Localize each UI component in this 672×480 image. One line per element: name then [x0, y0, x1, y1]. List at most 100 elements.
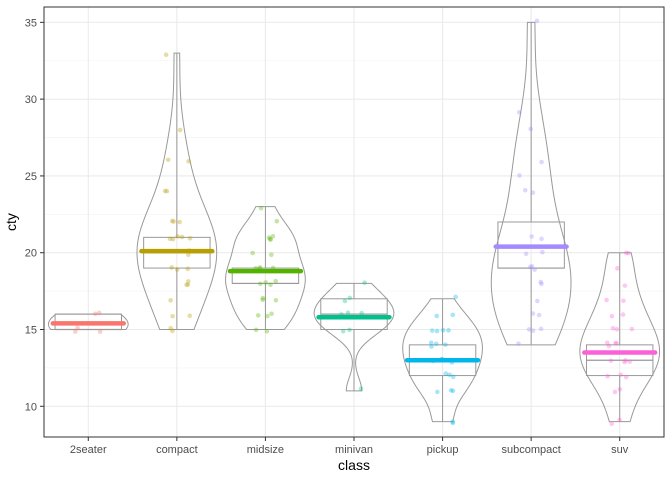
point-suv [604, 297, 609, 303]
point-midsize [266, 235, 272, 240]
point-minivan [345, 310, 351, 316]
point-midsize [263, 280, 269, 285]
x-tick-label-pickup: pickup [427, 444, 459, 456]
point-suv [614, 327, 620, 332]
point-pickup [446, 328, 451, 333]
point-midsize [273, 297, 279, 303]
point-suv [626, 250, 631, 256]
y-tick-label: 15 [25, 325, 37, 337]
x-axis-title: class [338, 457, 370, 473]
point-compact [168, 298, 173, 303]
point-subcompact [517, 173, 522, 178]
point-midsize [253, 327, 259, 333]
point-suv [609, 313, 615, 319]
point-subcompact [530, 311, 536, 316]
point-pickup [443, 342, 448, 347]
point-subcompact [528, 264, 533, 270]
point-compact [184, 282, 189, 288]
point-suv [627, 359, 633, 364]
x-tick-label-2seater: 2seater [70, 444, 107, 456]
violin-suv [579, 252, 661, 423]
point-compact [187, 313, 193, 319]
point-midsize [268, 282, 273, 288]
y-tick-label: 30 [25, 94, 37, 106]
point-subcompact [516, 110, 522, 115]
point-pickup [450, 312, 456, 318]
y-axis-ticks: 10 15 20 25 30 35 [25, 17, 44, 413]
point-midsize [255, 313, 261, 318]
y-tick-label: 10 [25, 401, 37, 413]
point-pickup [448, 388, 454, 393]
y-axis-title: cty [3, 213, 19, 231]
point-suv [618, 372, 624, 378]
point-minivan [342, 298, 348, 304]
point-compact [171, 219, 176, 224]
point-suv [620, 312, 626, 317]
point-pickup [428, 340, 434, 346]
point-compact [185, 282, 191, 287]
point-suv [610, 325, 616, 331]
point-pickup [443, 371, 449, 376]
point-subcompact [538, 279, 544, 285]
point-suv [622, 283, 628, 288]
point-pickup [429, 328, 435, 333]
point-minivan [347, 327, 352, 333]
point-compact [170, 236, 176, 242]
point-compact [169, 218, 175, 224]
point-subcompact [539, 236, 544, 242]
point-subcompact [539, 281, 544, 287]
x-tick-label-subcompact: subcompact [501, 444, 560, 456]
point-midsize [269, 252, 274, 258]
point-pickup [434, 313, 440, 319]
point-midsize [265, 313, 270, 319]
point-compact [185, 266, 191, 272]
point-subcompact [535, 298, 540, 304]
point-suv [621, 298, 626, 304]
y-tick-label: 25 [25, 171, 37, 183]
point-2seater [93, 311, 98, 317]
point-compact [186, 159, 191, 164]
point-midsize [264, 329, 270, 334]
point-midsize [258, 281, 263, 287]
point-suv [608, 358, 614, 363]
point-suv [606, 343, 612, 349]
point-compact [177, 127, 183, 133]
point-compact [185, 279, 191, 284]
point-compact [170, 328, 175, 334]
point-compact [170, 313, 175, 319]
point-2seater [75, 325, 80, 331]
point-suv [623, 358, 628, 363]
point-subcompact [530, 190, 536, 195]
point-compact [175, 234, 180, 239]
point-suv [617, 387, 623, 392]
point-suv [609, 421, 615, 427]
y-tick-label: 20 [25, 248, 37, 260]
point-pickup [447, 372, 452, 378]
x-tick-label-suv: suv [611, 444, 629, 456]
point-subcompact [532, 267, 537, 272]
point-compact [177, 219, 182, 225]
point-midsize [267, 236, 273, 242]
point-subcompact [540, 249, 545, 255]
point-subcompact [523, 251, 529, 257]
point-compact [164, 188, 170, 194]
point-suv [622, 359, 627, 365]
point-subcompact [529, 234, 534, 239]
point-pickup [450, 419, 456, 425]
point-pickup [453, 294, 458, 300]
point-minivan [362, 280, 367, 285]
x-tick-label-midsize: midsize [247, 444, 284, 456]
point-compact [169, 265, 175, 270]
point-compact [163, 52, 169, 58]
point-pickup [450, 388, 456, 394]
point-minivan [358, 386, 364, 392]
point-suv [629, 326, 635, 332]
point-minivan [347, 295, 353, 301]
point-suv [614, 340, 619, 346]
point-pickup [440, 327, 446, 333]
y-tick-label: 35 [25, 17, 37, 29]
violin-pickup [402, 298, 483, 423]
x-axis-ticks: 2seater compact midsize minivan pickup subcom… [70, 437, 629, 456]
point-minivan [340, 328, 346, 334]
